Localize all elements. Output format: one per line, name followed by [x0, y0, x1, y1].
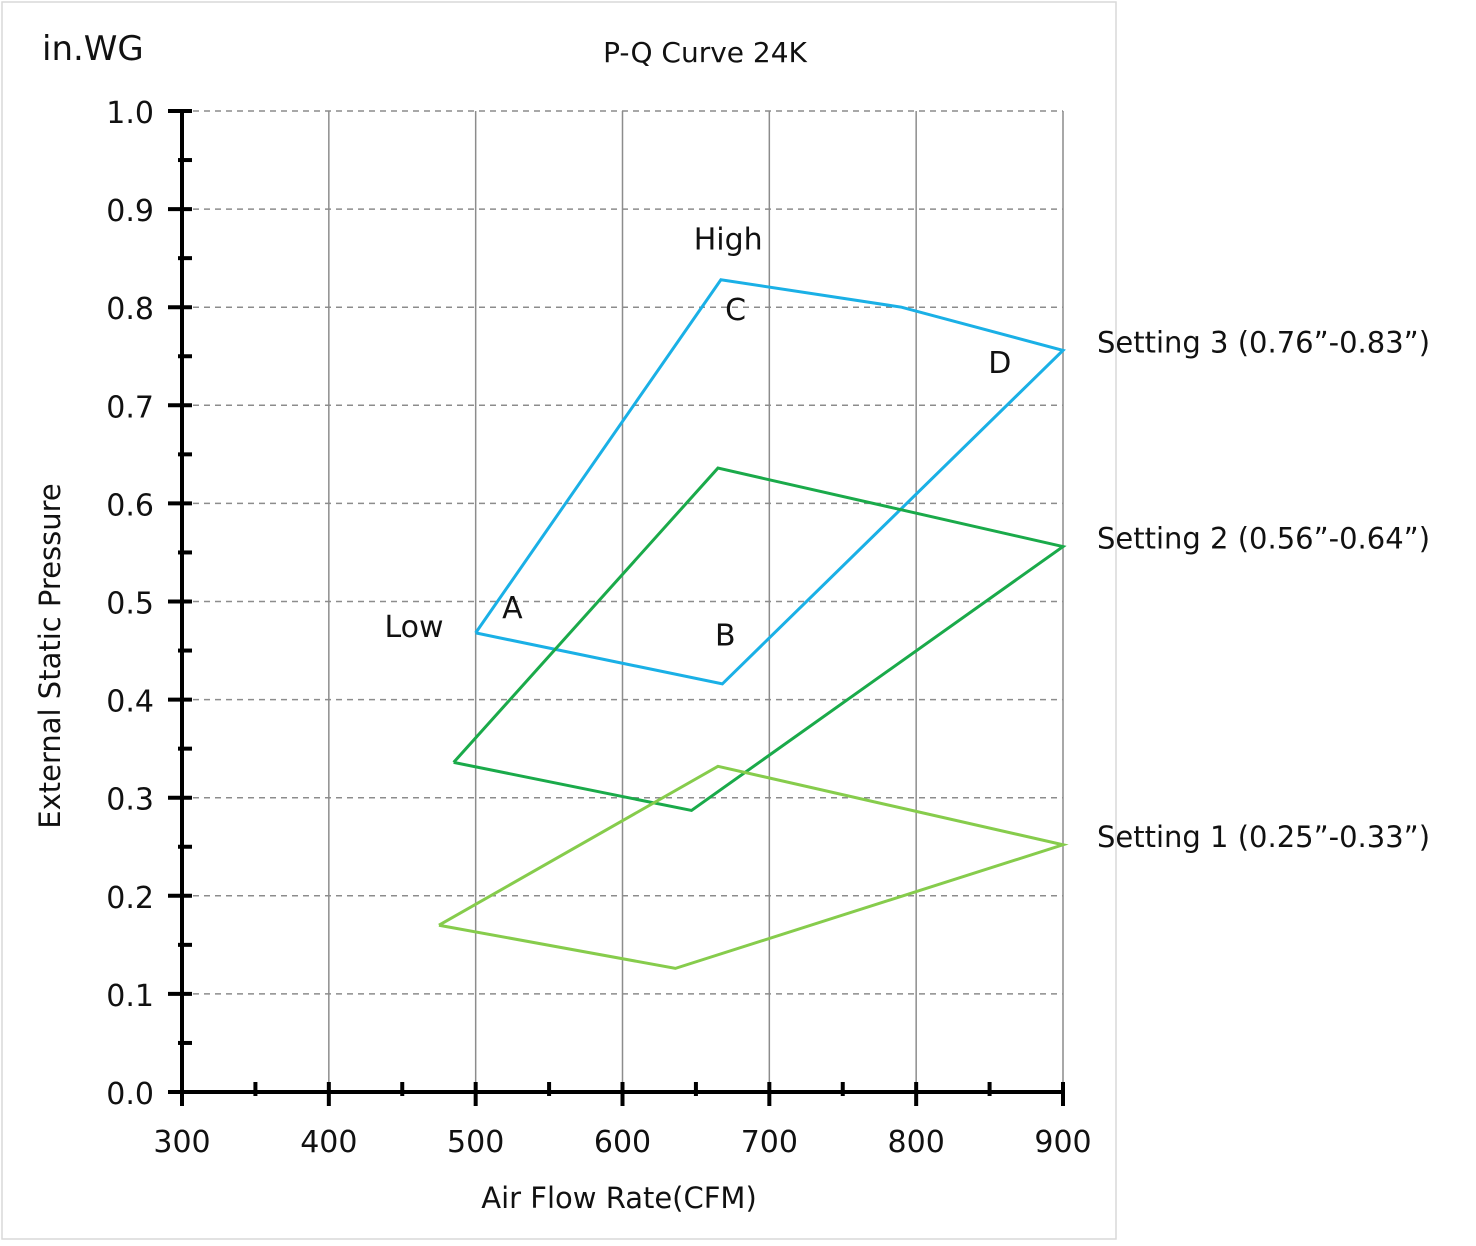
y-tick-label: 0.8	[106, 292, 154, 327]
series-label: Setting 3 (0.76”-0.83”)	[1097, 325, 1430, 359]
chart-title: P-Q Curve 24K	[603, 36, 807, 69]
series-label: Setting 1 (0.25”-0.33”)	[1097, 820, 1430, 854]
annotation-label: A	[502, 591, 523, 626]
x-tick-label: 800	[888, 1125, 945, 1160]
y-tick-label: 0.2	[106, 881, 154, 916]
x-tick-label: 500	[447, 1125, 504, 1160]
y-tick-label: 0.5	[106, 587, 154, 622]
series-line	[474, 278, 1066, 686]
annotation-label: B	[715, 619, 736, 654]
annotation-label: High	[694, 222, 763, 257]
label-layer: in.WG P-Q Curve 24K Air Flow Rate(CFM) E…	[33, 29, 1430, 1215]
y-tick-label: 0.7	[106, 390, 154, 425]
y-tick-label: 0.0	[106, 1077, 154, 1112]
x-tick-label: 300	[153, 1125, 210, 1160]
series-line	[438, 764, 1069, 970]
y-tick-label: 0.9	[106, 194, 154, 229]
annotation-label: D	[988, 346, 1011, 381]
y-tick-label: 0.4	[106, 685, 154, 720]
series-label: Setting 2 (0.56”-0.64”)	[1097, 522, 1430, 556]
x-tick-label: 700	[741, 1125, 798, 1160]
annotation-label: Low	[384, 610, 443, 645]
chart-border	[1, 1, 1117, 1240]
x-tick-label: 400	[300, 1125, 357, 1160]
series-line	[452, 466, 1067, 813]
y-tick-label: 0.1	[106, 979, 154, 1014]
series-layer	[438, 278, 1069, 970]
grid-layer	[182, 110, 1064, 1092]
y-axis-label: External Static Pressure	[33, 483, 67, 829]
y-tick-label: 1.0	[106, 96, 154, 131]
y-tick-label: 0.6	[106, 488, 154, 523]
y-unit-label: in.WG	[42, 29, 144, 69]
x-tick-label: 900	[1034, 1125, 1091, 1160]
x-axis-label: Air Flow Rate(CFM)	[481, 1181, 757, 1215]
y-tick-label: 0.3	[106, 783, 154, 818]
x-tick-label: 600	[594, 1125, 651, 1160]
axis-layer	[168, 109, 1065, 1106]
annotation-label: C	[725, 293, 746, 328]
